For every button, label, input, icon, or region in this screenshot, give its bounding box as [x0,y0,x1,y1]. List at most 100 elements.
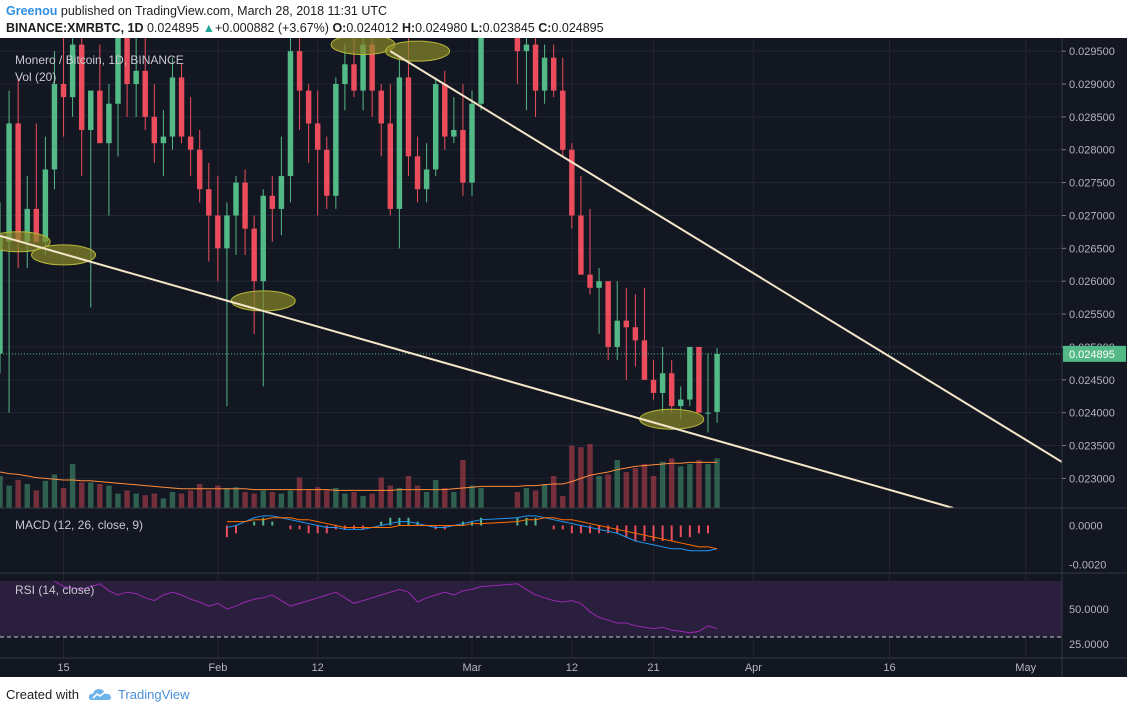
rsi-tick-label: 25.0000 [1069,639,1109,651]
chart-canvas[interactable]: 0.029500 0.029000 0.028500 0.028000 0.027500… [0,34,1127,677]
volume-bar [432,480,439,508]
candle-body [133,70,139,85]
rsi-legend[interactable]: RSI (14, close) [15,583,95,597]
price-tick-label: 0.028000 [1069,145,1115,157]
price-tick-label: 0.025500 [1069,309,1115,321]
candle-body [0,235,3,354]
volume-bar [369,493,375,508]
open-label: O: [332,21,347,35]
volume-bar [632,468,639,508]
volume-bar [396,488,403,508]
price-tick-label: 0.029000 [1069,79,1115,91]
tradingview-cloud-icon[interactable] [88,686,112,702]
author-name[interactable]: Greenou [6,4,58,18]
candle-body [396,77,403,209]
candle-body [78,44,85,131]
candle-body [605,281,611,347]
last-price-tag [1063,345,1126,362]
candle-body [596,281,602,288]
last-price: 0.024895 [146,21,200,35]
close-label: C: [538,21,552,35]
volume-bar [151,493,158,508]
candle-body [33,208,40,242]
volume-bar [233,487,239,508]
macd-legend[interactable]: MACD (12, 26, close, 9) [15,518,144,532]
created-with-label: Created with [6,687,79,702]
price-tick-label: 0.029500 [1069,46,1115,58]
rsi-line [54,580,718,634]
price-tick-label: 0.023500 [1069,441,1115,453]
volume-bar [623,472,630,508]
volume-bar [133,493,139,508]
tradingview-brand[interactable]: TradingView [118,687,190,702]
candle-body [24,208,30,242]
volume-bar [24,484,30,508]
candle-body [668,373,675,407]
price-tick-label: 0.027500 [1069,178,1115,190]
candle-body [333,84,339,196]
volume-bar [42,480,49,508]
volume-bar [541,484,548,508]
last-price-tag-label: 0.024895 [1069,349,1115,361]
volume-bar [460,460,466,508]
macd-tick-label: -0.0020 [1069,559,1106,571]
candle-body [378,90,384,124]
volume-bar [215,485,221,508]
candle-body [224,215,230,249]
volume-bar [569,445,575,508]
publish-info: published on TradingView.com, March 28, … [60,4,388,18]
candle-body [650,379,657,393]
time-tick-label: Feb [208,662,227,674]
volume-bar [324,490,330,508]
volume-bar [387,485,394,508]
trendline [0,234,954,508]
candle-body [6,123,12,242]
volume-bar [614,460,620,508]
volume-bar [206,490,212,508]
candle-body [541,57,548,91]
candle-body [641,340,648,380]
volume-bar [414,485,421,508]
volume-bar [187,490,194,508]
candle-body [432,84,439,170]
volume-legend[interactable]: Vol (20) [15,70,57,84]
main-legend[interactable]: Monero / Bitcoin, 1D, BINANCE [15,53,184,67]
volume-bar [296,477,303,508]
chart-area[interactable]: 0.029500 0.029000 0.028500 0.028000 0.027500… [0,34,1127,677]
volume-bar [314,487,321,508]
volume-bar [405,476,412,508]
candle-body [305,90,312,124]
candle-body [423,169,430,190]
candle-body [369,44,375,91]
time-tick-label: 16 [883,662,895,674]
candle-body [569,149,575,216]
open-value: 0.024012 [346,21,399,35]
candle-body [196,149,203,190]
volume-bar [305,490,312,508]
candle-body [514,38,521,52]
volume-bar [115,493,121,508]
candle-body [233,182,239,216]
highlight-ellipse [639,408,705,430]
candle-body [351,64,357,91]
volume-bar [423,492,430,508]
time-tick-label: 12 [312,662,324,674]
volume-bar [196,484,203,508]
candle-body [97,90,103,144]
volume-bar [714,458,720,508]
candle-body [215,215,221,249]
volume-bar [69,464,76,508]
candle-body [260,195,266,282]
volume-bar [442,488,448,508]
candle-body [115,38,121,104]
volume-bar [342,493,348,508]
candle-body [523,44,530,52]
candle-body [678,399,684,407]
volume-bar [668,458,675,508]
time-tick-label: 21 [647,662,659,674]
highlight-ellipse [230,290,296,312]
candle-body [42,169,49,242]
candle-body [414,156,421,190]
publish-line: Greenou published on TradingView.com, Ma… [6,4,387,18]
volume-bar [523,488,530,508]
